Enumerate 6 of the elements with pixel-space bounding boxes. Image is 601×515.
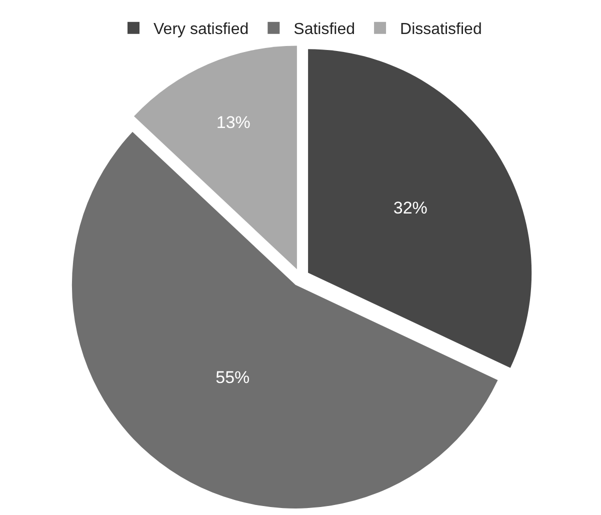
legend-label: Dissatisfied — [400, 21, 482, 38]
data-label: 55% — [216, 368, 250, 387]
legend-label: Very satisfied — [154, 21, 249, 38]
data-label: 13% — [216, 112, 250, 132]
legend-label: Satisfied — [294, 21, 356, 38]
data-label: 32% — [393, 198, 428, 218]
